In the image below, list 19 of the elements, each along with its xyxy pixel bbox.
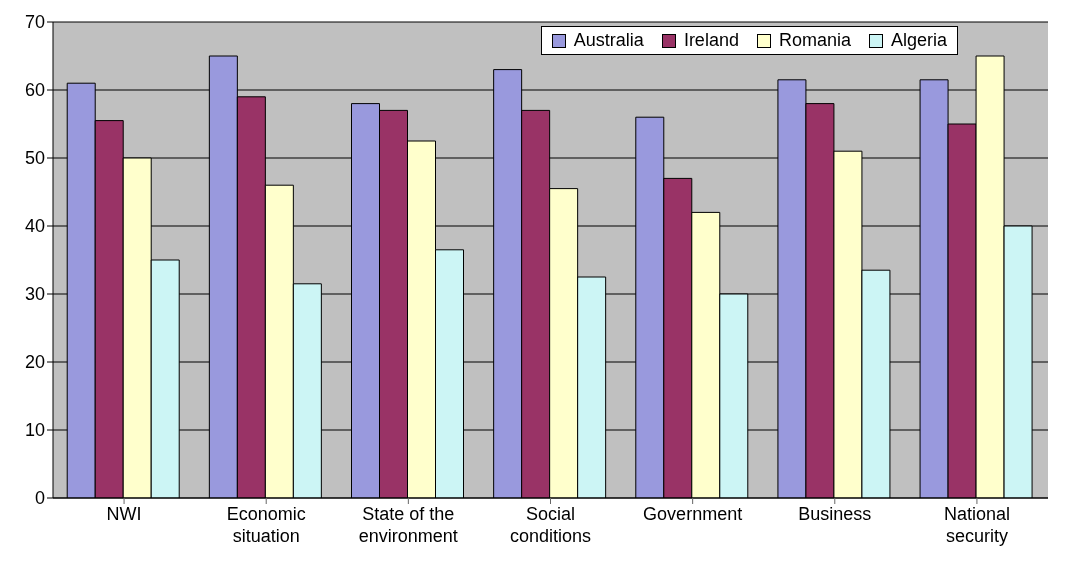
x-tick-label: Economic situation [226,504,306,546]
y-tick-label: 60 [24,80,45,101]
y-tick-label: 20 [24,352,45,373]
y-tick-label: 30 [24,284,45,305]
legend-label: Algeria [889,30,947,51]
x-tick-label: Social conditions [509,504,592,546]
legend-label: Australia [572,30,644,51]
y-tick-label: 50 [24,148,45,169]
y-tick-label: 10 [24,420,45,441]
x-tick-label: Business [798,504,872,524]
x-tick-label: State of the environment [358,504,458,546]
y-tick-label: 40 [24,216,45,237]
x-tick-label: Government [643,504,743,524]
legend-label: Ireland [682,30,739,51]
x-tick-label: NWI [106,504,142,524]
legend-label: Romania [777,30,851,51]
y-tick-label: 70 [24,12,45,33]
x-tick-label: National security [943,504,1010,546]
y-tick-label: 0 [34,488,45,509]
